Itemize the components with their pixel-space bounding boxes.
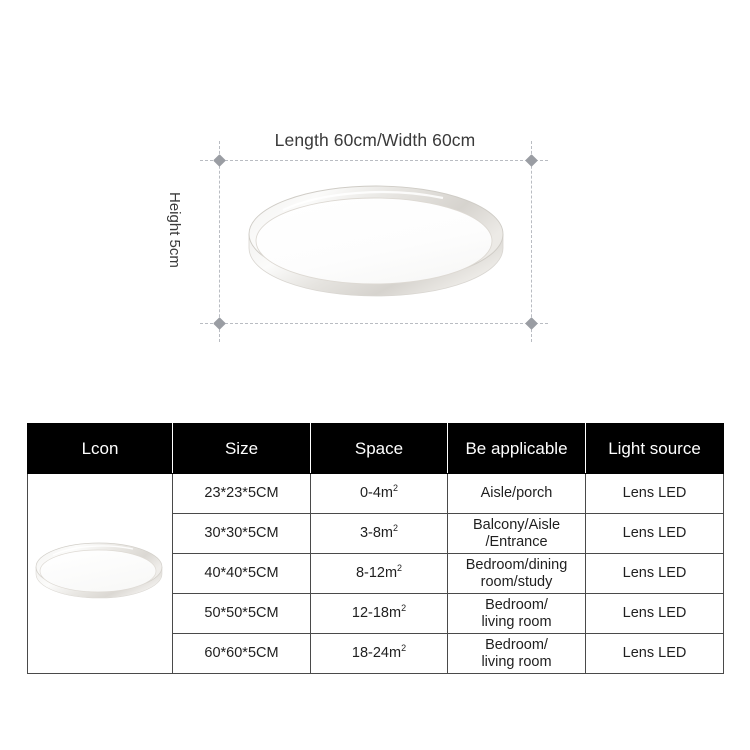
- cell-size: 60*60*5CM: [172, 633, 311, 674]
- corner-marker-top-left: [213, 154, 226, 167]
- cell-applicable: Bedroom/dining room/study: [447, 553, 586, 594]
- cell-space: 12-18m2: [310, 593, 448, 634]
- table-row: 60*60*5CM 18-24m2 Bedroom/living room Lens …: [28, 633, 724, 674]
- dimension-height-label: Height 5cm: [166, 192, 183, 268]
- dimension-title: Length 60cm/Width 60cm: [274, 130, 476, 150]
- cell-space-exponent: 2: [401, 603, 407, 614]
- cell-applicable: Bedroom/living room: [447, 593, 586, 634]
- cell-size: 40*40*5CM: [172, 553, 311, 594]
- column-header-light-source: Light source: [585, 423, 724, 474]
- cell-space: 8-12m2: [310, 553, 448, 594]
- table-header-row: Lcon Size Space Be applicable Light sour…: [27, 423, 724, 474]
- cell-space-value: 3-8m: [359, 525, 394, 542]
- guide-line-bottom: [200, 323, 548, 324]
- guide-line-left: [219, 141, 220, 342]
- cell-light-source: Lens LED: [585, 553, 724, 594]
- cell-space: 18-24m2: [310, 633, 448, 674]
- cell-light-source: Lens LED: [585, 633, 724, 674]
- corner-marker-bottom-left: [213, 317, 226, 330]
- cell-space: 3-8m2: [310, 513, 448, 554]
- cell-space-value: 0-4m: [359, 485, 394, 502]
- cell-space-value: 8-12m: [355, 565, 398, 582]
- guide-line-top: [200, 160, 548, 161]
- column-header-space: Space: [310, 423, 448, 474]
- cell-applicable: Aisle/porch: [447, 473, 586, 514]
- corner-marker-top-right: [525, 154, 538, 167]
- dimension-diagram: Length 60cm/Width 60cm Height 5cm: [166, 130, 548, 342]
- cell-light-source: Lens LED: [585, 513, 724, 554]
- cell-applicable: Balcony/Aisle/Entrance: [447, 513, 586, 554]
- cell-size: 23*23*5CM: [172, 473, 311, 514]
- table-row: 23*23*5CM 0-4m2 Aisle/porch Lens LED: [27, 473, 724, 674]
- corner-marker-bottom-right: [525, 317, 538, 330]
- cell-space: 0-4m2: [310, 473, 448, 514]
- cell-size: 30*30*5CM: [172, 513, 311, 554]
- cell-space-exponent: 2: [393, 483, 399, 494]
- cell-space-exponent: 2: [401, 643, 407, 654]
- cell-space-value: 18-24m: [351, 645, 402, 662]
- ceiling-lamp-icon: [248, 185, 504, 297]
- cell-size: 50*50*5CM: [172, 593, 311, 634]
- cell-space-value: 12-18m: [351, 605, 402, 622]
- column-header-size: Size: [172, 423, 311, 474]
- table-row: 40*40*5CM 8-12m2 Bedroom/dining room/study L…: [28, 553, 724, 594]
- cell-light-source: Lens LED: [585, 473, 724, 514]
- cell-space-exponent: 2: [397, 563, 403, 574]
- cell-applicable: Bedroom/living room: [447, 633, 586, 674]
- ceiling-lamp-icon: [35, 542, 163, 599]
- column-header-icon: Lcon: [27, 423, 173, 474]
- table-row: 30*30*5CM 3-8m2 Balcony/Aisle/Entrance Lens…: [28, 513, 724, 554]
- cell-space-exponent: 2: [393, 523, 399, 534]
- guide-line-right: [531, 141, 532, 342]
- cell-light-source: Lens LED: [585, 593, 724, 634]
- column-header-applicable: Be applicable: [447, 423, 586, 474]
